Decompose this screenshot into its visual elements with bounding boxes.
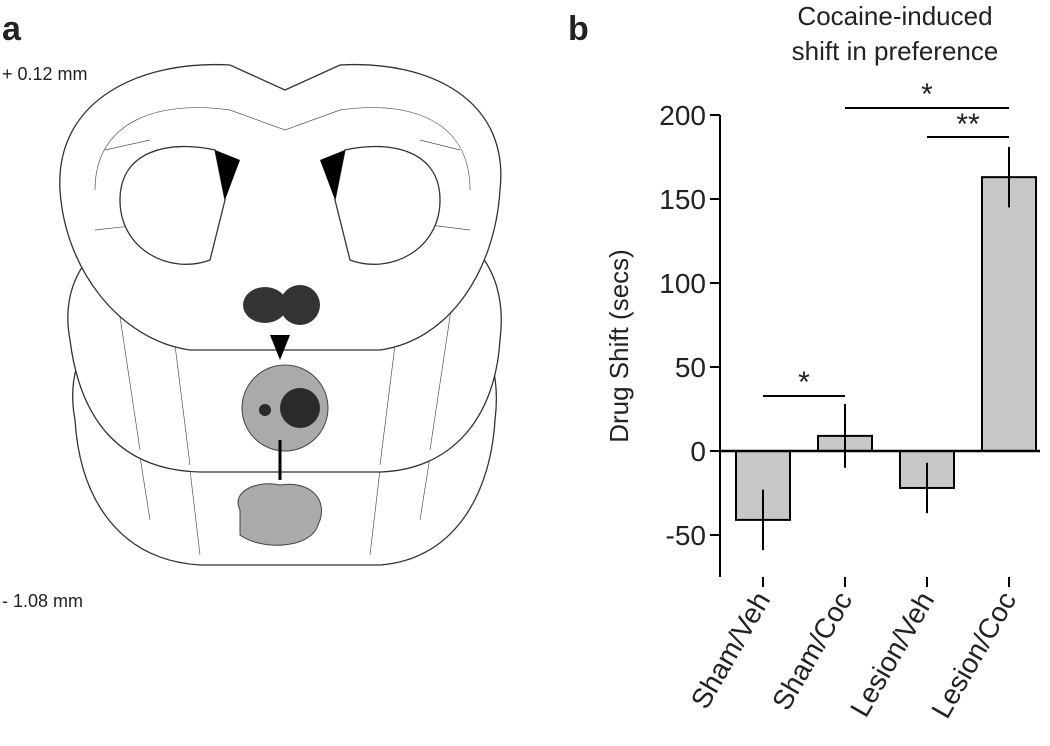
brain-diagram (59, 63, 502, 566)
y-tick-label: -50 (666, 520, 706, 551)
panel-label: b (568, 10, 589, 48)
level-label: - 1.08 mm (2, 591, 83, 611)
y-tick-label: 0 (690, 436, 706, 467)
x-tick-label: Sham/Veh (685, 587, 776, 714)
y-tick-label: 150 (659, 184, 706, 215)
significance-label: ** (956, 108, 980, 141)
y-tick-label: 200 (659, 100, 706, 131)
y-tick-label: 100 (659, 268, 706, 299)
x-tick-label: Lesion/Coc (925, 587, 1022, 724)
y-tick-label: 50 (675, 352, 706, 383)
chart-title: Cocaine-induced (797, 1, 992, 31)
y-axis-label: Drug Shift (secs) (604, 249, 634, 443)
level-label: + 0.12 mm (2, 64, 88, 84)
x-tick-label: Lesion/Veh (844, 587, 940, 723)
chart-title: shift in preference (792, 36, 999, 66)
significance-label: * (798, 366, 810, 399)
x-tick-label: Sham/Coc (766, 587, 858, 716)
bar (981, 176, 1037, 452)
significance-label: * (921, 78, 933, 111)
panel-label: a (2, 10, 22, 48)
